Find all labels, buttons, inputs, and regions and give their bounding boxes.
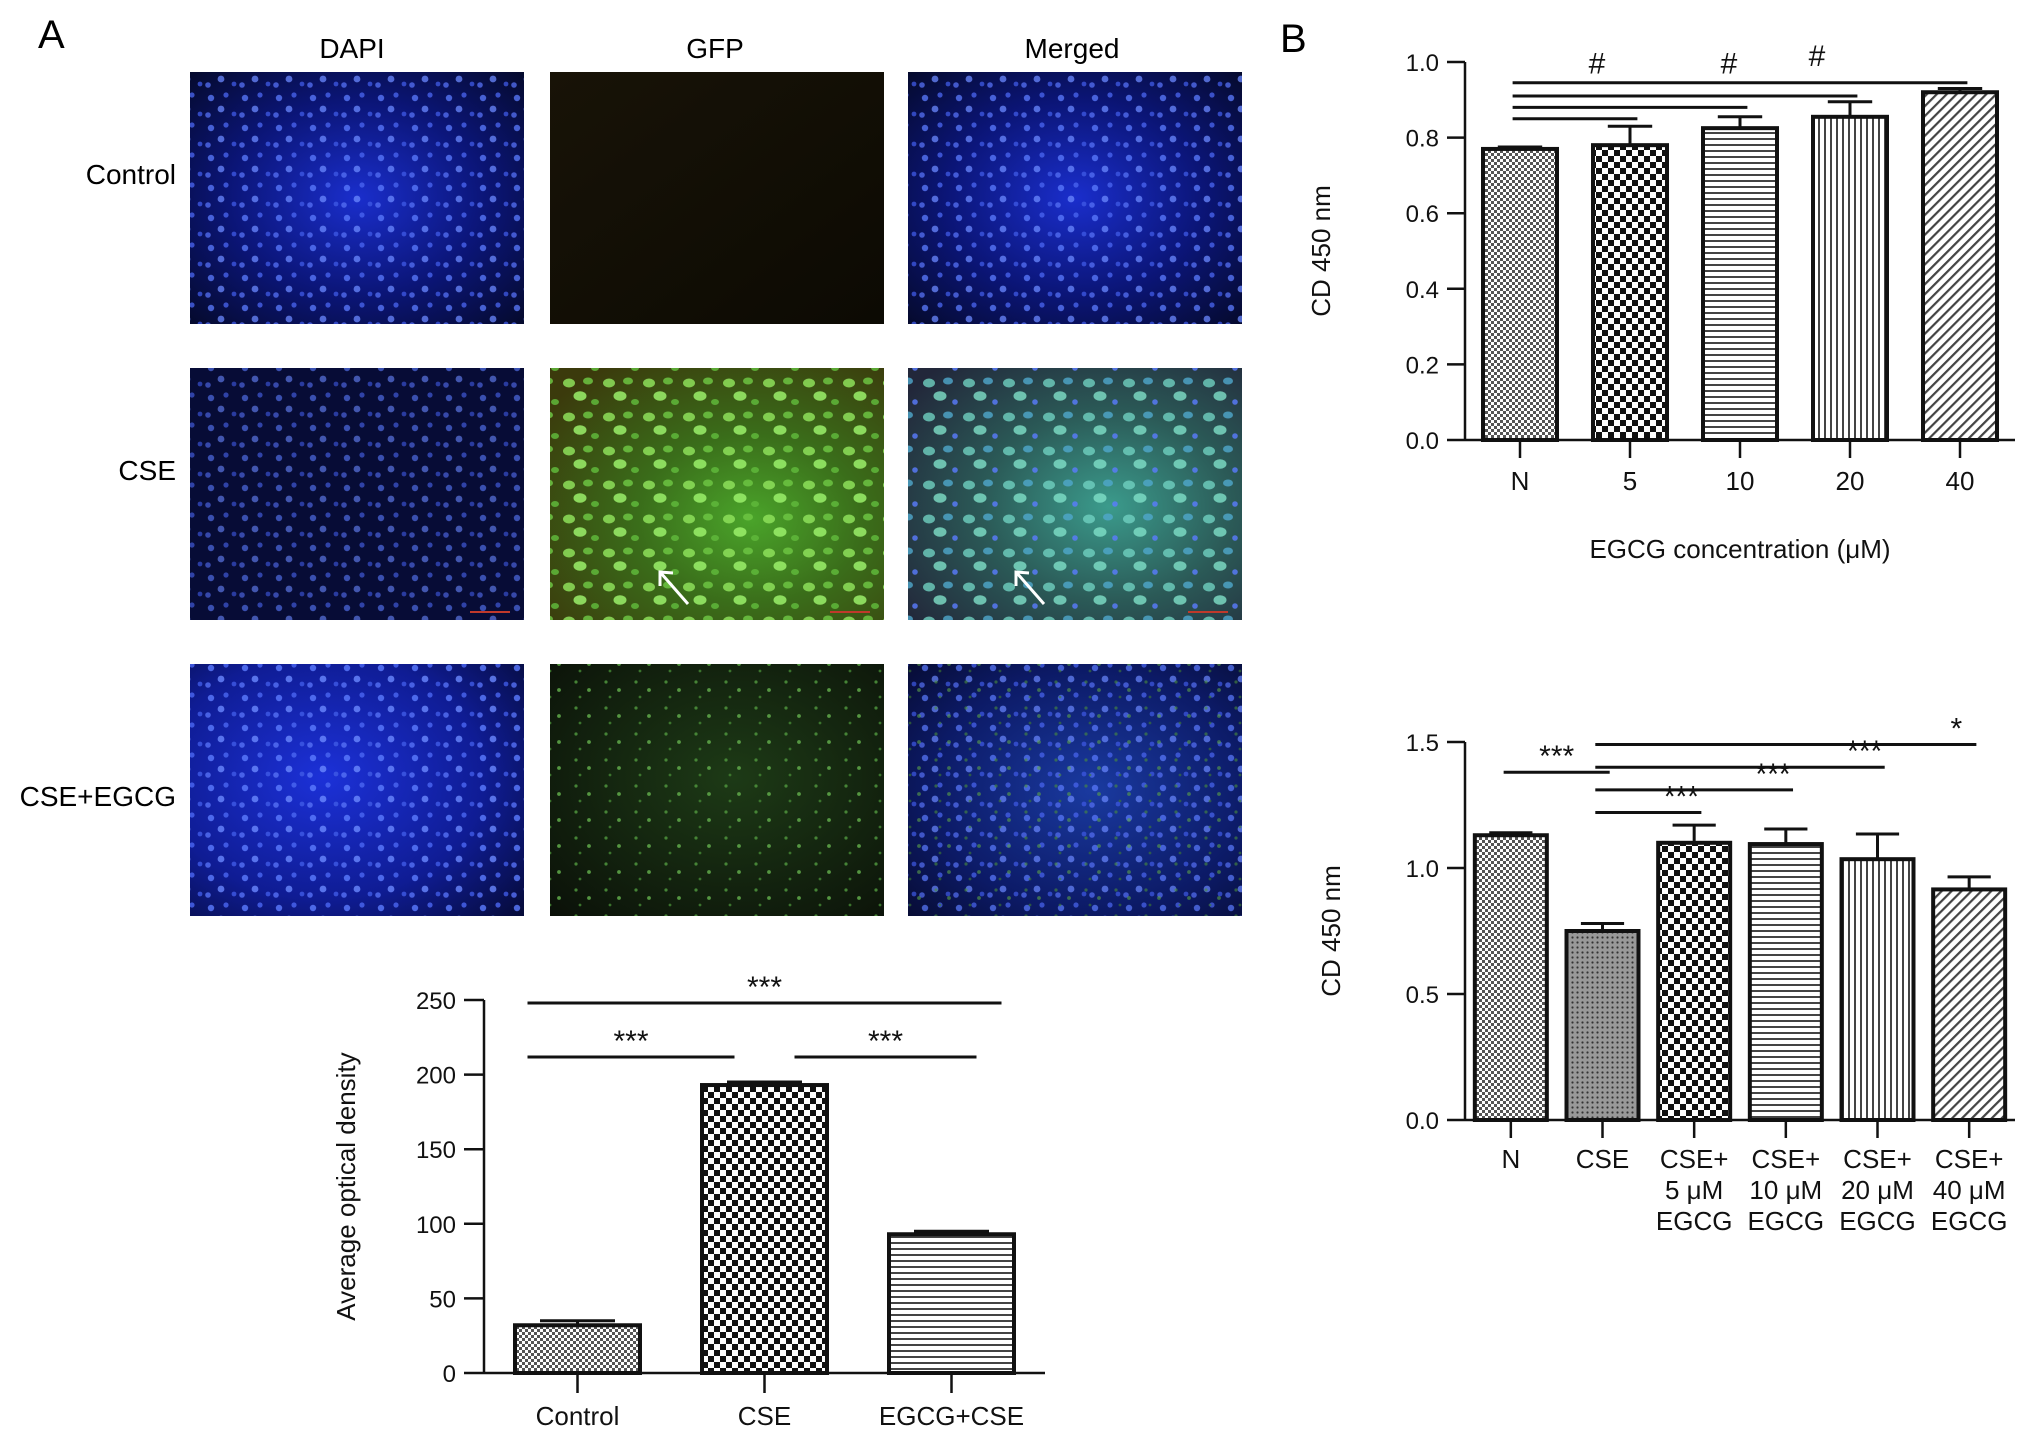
- chart-b2-significance-label: ***: [1664, 781, 1699, 814]
- chart-b2-x-tick-label: EGCG: [1931, 1206, 2008, 1236]
- chart-b1-y-tick-label: 1.0: [1406, 50, 1439, 77]
- charts-layer: 0 50 100 150 200 250 Average optical density Co…: [331, 40, 2015, 1431]
- chart-a-significance-label: ***: [613, 1025, 648, 1058]
- chart-b2-x-tick-label: EGCG: [1748, 1206, 1825, 1236]
- chart-b1-y-tick-label: 0.2: [1406, 352, 1439, 379]
- chart-b1-x-tick-label: 20: [1836, 466, 1865, 496]
- chart-a-y-tick-label: 50: [429, 1286, 456, 1313]
- chart-b2-x-tick-label: EGCG: [1839, 1206, 1916, 1236]
- chart-b2-x-tick-label: CSE+: [1752, 1144, 1821, 1174]
- row-label-control: Control: [86, 159, 176, 190]
- chart-b2-bar: [1747, 842, 1824, 1122]
- chart-b2-x-tick-label: N: [1501, 1144, 1520, 1174]
- chart-b2-bar: [1564, 929, 1641, 1122]
- column-header-merged: Merged: [1025, 33, 1120, 64]
- chart-b1-y-axis-title: CD 450 nm: [1306, 185, 1336, 317]
- chart-b2-significance-label: *: [1951, 713, 1963, 746]
- chart-b1-bar: [1481, 146, 1559, 442]
- column-header-gfp: GFP: [686, 33, 744, 64]
- chart-b1-bar: [1811, 114, 1889, 442]
- chart-b2-x-tick-label: CSE+: [1843, 1144, 1912, 1174]
- chart-a-significance-label: ***: [868, 1025, 903, 1058]
- chart-b2-x-tick-label: 10 μM: [1749, 1175, 1822, 1205]
- chart-a-y-tick-label: 100: [416, 1212, 456, 1239]
- chart-b1-x-tick-label: 10: [1726, 466, 1755, 496]
- chart-b2-bar: [1656, 840, 1733, 1122]
- arrow-icon: [1014, 570, 1046, 605]
- chart-b1-x-tick-label: 5: [1623, 466, 1637, 496]
- chart-b1-x-tick-label: N: [1511, 466, 1530, 496]
- chart-b2-y-axis-title: CD 450 nm: [1316, 865, 1346, 997]
- chart-b1-y-tick-label: 0.8: [1406, 126, 1439, 153]
- chart-b2-x-tick-label: 20 μM: [1841, 1175, 1914, 1205]
- chart-b2-bar: [1931, 887, 2008, 1122]
- chart-a-y-tick-label: 250: [416, 988, 456, 1015]
- micrograph-cse-merged: [908, 368, 1242, 620]
- column-header-dapi: DAPI: [319, 33, 384, 64]
- chart-a-y-tick-label: 150: [416, 1137, 456, 1164]
- chart-b1-marker: #: [1809, 40, 1826, 73]
- chart-b2-x-tick-label: 5 μM: [1665, 1175, 1723, 1205]
- chart-b1-bar: [1591, 143, 1669, 442]
- micrograph-cse-egcg-merged: [908, 664, 1242, 916]
- chart-b2-y-tick-label: 0.0: [1406, 1108, 1439, 1135]
- chart-b1-y-tick-label: 0.6: [1406, 201, 1439, 228]
- chart-b2-bar: [1472, 833, 1549, 1122]
- arrow-icon: [658, 570, 690, 605]
- chart-b1-x-axis-title: EGCG concentration (μM): [1589, 534, 1890, 564]
- chart-b1-bar: [1701, 126, 1779, 442]
- chart-b1-marker: #: [1721, 47, 1738, 80]
- micrograph-control-merged: [908, 72, 1242, 324]
- chart-b2-bar: [1839, 857, 1916, 1122]
- chart-b2-significance-label: ***: [1539, 740, 1574, 773]
- micrograph-cse-dapi: [190, 368, 524, 620]
- chart-b1-bar: [1921, 90, 1999, 443]
- chart-a-y-tick-label: 200: [416, 1063, 456, 1090]
- micrograph-control-gfp: [550, 72, 884, 324]
- chart-b2-x-tick-label: CSE+: [1660, 1144, 1729, 1174]
- chart-b2-y-tick-label: 1.5: [1406, 730, 1439, 757]
- chart-b2-significance-label: ***: [1756, 758, 1791, 791]
- panel-label-a: A: [38, 13, 65, 57]
- chart-a-bar: [513, 1323, 642, 1375]
- chart-a-y-tick-label: 0: [443, 1361, 456, 1388]
- micrograph-cse-egcg-dapi: [190, 664, 524, 916]
- chart-b2-x-tick-label: EGCG: [1656, 1206, 1733, 1236]
- micrograph-control-dapi: [190, 72, 524, 324]
- chart-a-significance-label: ***: [747, 971, 782, 1004]
- chart-b2-x-tick-label: CSE+: [1935, 1144, 2004, 1174]
- row-label-cse: CSE: [118, 455, 176, 486]
- chart-a-x-tick-label: CSE: [738, 1401, 791, 1431]
- micrograph-cse-egcg-gfp: [550, 664, 884, 916]
- panel-label-b: B: [1280, 17, 1307, 61]
- chart-b2-y-tick-label: 0.5: [1406, 982, 1439, 1009]
- chart-b2-significance-label: ***: [1847, 735, 1882, 768]
- chart-b1-x-tick-label: 40: [1946, 466, 1975, 496]
- chart-b2-y-tick-label: 1.0: [1406, 856, 1439, 883]
- chart-b1-y-tick-label: 0.4: [1406, 277, 1439, 304]
- chart-b1-marker: #: [1589, 47, 1606, 80]
- chart-a-x-tick-label: Control: [536, 1401, 620, 1431]
- row-label-cse-egcg: CSE+EGCG: [20, 781, 176, 812]
- chart-b2-x-tick-label: 40 μM: [1933, 1175, 2006, 1205]
- chart-a-bar: [887, 1232, 1016, 1376]
- chart-a-x-tick-label: EGCG+CSE: [879, 1401, 1024, 1431]
- chart-a-y-axis-title: Average optical density: [331, 1052, 361, 1320]
- chart-b1-y-tick-label: 0.0: [1406, 428, 1439, 455]
- micrograph-cse-gfp: [550, 368, 884, 620]
- chart-a-bar: [700, 1083, 829, 1375]
- chart-b2-x-tick-label: CSE: [1576, 1144, 1629, 1174]
